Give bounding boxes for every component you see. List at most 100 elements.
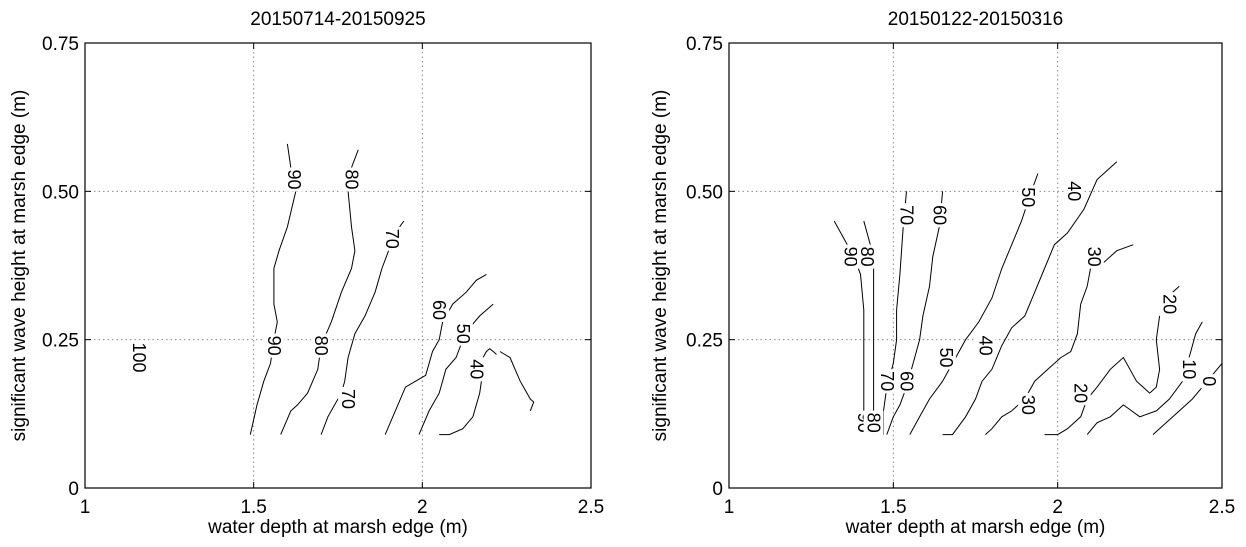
left-contour-label-5: 70 [382, 226, 402, 251]
left-contour-40-6 [499, 351, 535, 412]
right-contour-70-2 [883, 191, 907, 435]
left-ticks: 1 1.5 2 2.5 0 0.25 0.50 0.75 [42, 34, 604, 518]
left-contour-label-text-1: 90 [284, 169, 304, 189]
right-grid [729, 43, 1222, 488]
right-contour-label-7: 60 [896, 369, 917, 394]
right-contour-label-17: 0 [1198, 374, 1219, 389]
right-contour-label-text-3: 80 [864, 413, 884, 433]
right-contour-60-3 [886, 191, 944, 435]
right-xtick-label-1: 1.5 [880, 497, 906, 518]
right-contour-label-bg-17 [1198, 374, 1219, 389]
right-contour-label-bg-8 [1018, 185, 1039, 210]
right-plot-frame [728, 42, 1223, 489]
right-contour-label-bg-5 [876, 369, 897, 394]
left-contour-label-bg-8 [452, 321, 473, 346]
right-contour-label-text-14: 20 [1159, 294, 1179, 314]
left-ytick-label-3: 0.75 [42, 34, 79, 55]
left-xtick-label-1: 1.5 [240, 497, 266, 518]
left-contour-80-1 [280, 149, 359, 435]
left-contour-label-bg-6 [338, 387, 359, 411]
right-contour-90-0 [833, 220, 865, 435]
right-ytick-label-1: 0.25 [686, 331, 723, 352]
left-contour-label-3: 80 [341, 167, 362, 192]
right-xtick-label-3: 2.5 [1209, 497, 1235, 518]
left-xtick-label-0: 1 [80, 497, 91, 518]
right-contour-label-text-7: 60 [897, 371, 917, 391]
left-contour-label-8: 50 [452, 321, 473, 346]
left-contour-label-text-4: 80 [311, 336, 331, 356]
right-contour-label-11: 40 [975, 333, 996, 358]
left-ytick-label-0: 0 [68, 479, 79, 500]
left-ytick-label-1: 0.25 [42, 331, 79, 352]
right-contour-label-bg-16 [1179, 357, 1200, 382]
right-plot-title: 20150122-20150316 [888, 9, 1063, 30]
right-contour-label-bg-2 [857, 244, 877, 269]
right-y-axis-title: significant wave height at marsh edge (m… [650, 90, 671, 442]
right-contour-label-14: 20 [1159, 292, 1180, 317]
right-contour-label-2: 80 [857, 244, 877, 269]
right-contour-label-text-13: 30 [1018, 395, 1038, 415]
right-contour-label-text-15: 20 [1071, 383, 1091, 403]
right-contour-label-9: 50 [935, 345, 956, 370]
right-contour-label-text-16: 10 [1179, 359, 1199, 379]
right-contour-label-text-12: 30 [1084, 247, 1104, 267]
right-contour-label-6: 60 [929, 203, 950, 228]
left-contour-label-bg-2 [263, 333, 284, 358]
left-contour-50-4 [418, 303, 494, 435]
left-contour-label-bg-7 [429, 298, 450, 322]
left-y-axis-title: significant wave height at marsh edge (m… [9, 90, 30, 442]
left-contour-label-bg-3 [341, 167, 362, 192]
left-contour-label-bg-4 [311, 333, 332, 358]
left-plot-title: 20150714-20150925 [250, 9, 425, 30]
right-ytick-label-3: 0.75 [686, 34, 723, 55]
right-xtick-label-2: 2 [1052, 497, 1063, 518]
right-plot: 90908080707060605050404030302020100 11.5… [650, 9, 1235, 538]
right-contour-label-bg-4 [896, 203, 917, 228]
right-contour-label-text-11: 40 [975, 336, 995, 356]
right-contour-label-text-9: 50 [936, 347, 956, 367]
right-contour-label-12: 30 [1083, 244, 1104, 269]
right-contour-label-bg-10 [1064, 179, 1085, 204]
right-xtick-label-0: 1 [724, 497, 735, 518]
left-contour-label-2: 90 [263, 333, 284, 358]
right-contour-label-text-10: 40 [1064, 181, 1084, 201]
left-contour-label-bg-0 [129, 340, 149, 375]
left-contour-label-9: 40 [466, 357, 487, 382]
right-contour-label-text-6: 60 [929, 205, 949, 225]
left-contour-label-text-7: 60 [429, 300, 449, 320]
left-contour-label-bg-5 [382, 226, 402, 251]
left-contour-label-text-6: 70 [338, 389, 358, 409]
left-contour-label-6: 70 [338, 387, 359, 411]
right-ticks: 1 1.5 2 2.5 0 0.25 0.50 0.75 [686, 34, 1235, 518]
right-contour-label-text-5: 70 [877, 371, 897, 391]
right-contour-label-15: 20 [1070, 381, 1091, 406]
right-ytick-label-0: 0 [712, 479, 723, 500]
left-contour-label-4: 80 [311, 333, 332, 358]
right-contour-10-8 [1086, 321, 1203, 435]
right-contour-label-0: 90 [840, 244, 861, 269]
left-contour-label-7: 60 [429, 298, 450, 322]
right-x-axis-title: water depth at marsh edge (m) [845, 517, 1106, 538]
right-contour-label-4: 70 [896, 203, 917, 228]
right-contour-label-13: 30 [1018, 392, 1039, 417]
left-xtick-label-2: 2 [417, 497, 428, 518]
left-contour-label-text-0: 100 [129, 342, 149, 372]
right-contour-label-text-0: 90 [841, 247, 861, 267]
left-contour-label-1: 90 [284, 167, 305, 192]
right-ytick-label-2: 0.50 [686, 182, 723, 203]
left-contour-label-text-3: 80 [342, 169, 362, 189]
left-grid [85, 43, 591, 488]
right-contour-label-16: 10 [1179, 357, 1200, 382]
left-contour-label-0: 100 [129, 340, 149, 375]
right-contour-label-3: 80 [863, 410, 884, 435]
left-contour-label-text-2: 90 [264, 336, 284, 356]
right-contour-40-5 [942, 161, 1118, 436]
right-contour-label-8: 50 [1018, 185, 1039, 210]
left-ytick-label-2: 0.50 [42, 182, 79, 203]
right-contour-label-bg-0 [840, 244, 861, 269]
left-contour-label-text-8: 50 [453, 324, 473, 344]
left-contour-label-text-9: 40 [466, 359, 486, 379]
